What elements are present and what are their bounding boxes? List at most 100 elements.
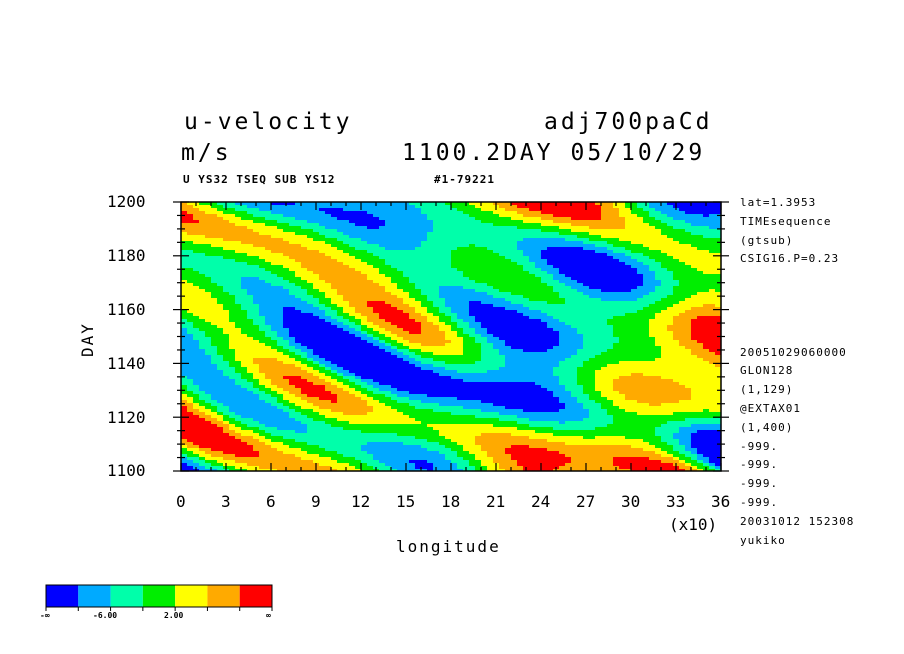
heatmap-cell <box>187 271 194 275</box>
heatmap-cell <box>505 364 512 368</box>
heatmap-cell <box>313 244 320 248</box>
heatmap-cell <box>187 229 194 233</box>
heatmap-cell <box>673 301 680 305</box>
heatmap-cell <box>205 349 212 353</box>
heatmap-cell <box>247 241 254 245</box>
heatmap-cell <box>565 325 572 329</box>
heatmap-cell <box>673 211 680 215</box>
heatmap-cell <box>679 346 686 350</box>
heatmap-cell <box>571 337 578 341</box>
heatmap-cell <box>295 286 302 290</box>
heatmap-cell <box>673 322 680 326</box>
heatmap-cell <box>337 340 344 344</box>
heatmap-cell <box>571 208 578 212</box>
heatmap-cell <box>613 205 620 209</box>
heatmap-cell <box>523 364 530 368</box>
heatmap-cell <box>493 244 500 248</box>
heatmap-cell <box>379 358 386 362</box>
heatmap-cell <box>259 202 266 206</box>
heatmap-cell <box>487 295 494 299</box>
heatmap-cell <box>667 226 674 230</box>
heatmap-cell <box>373 274 380 278</box>
heatmap-cell <box>307 256 314 260</box>
heatmap-cell <box>379 340 386 344</box>
heatmap-field <box>181 202 721 471</box>
heatmap-cell <box>397 316 404 320</box>
heatmap-cell <box>637 310 644 314</box>
heatmap-cell <box>655 304 662 308</box>
heatmap-cell <box>517 295 524 299</box>
heatmap-cell <box>487 265 494 269</box>
heatmap-cell <box>253 235 260 239</box>
heatmap-cell <box>709 238 716 242</box>
heatmap-cell <box>463 274 470 278</box>
heatmap-cell <box>361 244 368 248</box>
heatmap-cell <box>571 277 578 281</box>
heatmap-cell <box>493 328 500 332</box>
heatmap-cell <box>625 304 632 308</box>
heatmap-cell <box>553 250 560 254</box>
heatmap-cell <box>199 322 206 326</box>
heatmap-cell <box>613 259 620 263</box>
heatmap-cell <box>415 274 422 278</box>
heatmap-cell <box>523 361 530 365</box>
heatmap-cell <box>415 208 422 212</box>
heatmap-cell <box>691 241 698 245</box>
heatmap-cell <box>715 328 721 332</box>
heatmap-cell <box>595 214 602 218</box>
heatmap-cell <box>511 280 518 284</box>
heatmap-cell <box>523 316 530 320</box>
heatmap-cell <box>385 319 392 323</box>
heatmap-cell <box>253 271 260 275</box>
heatmap-cell <box>601 343 608 347</box>
heatmap-cell <box>643 313 650 317</box>
heatmap-cell <box>229 364 236 368</box>
heatmap-cell <box>361 268 368 272</box>
heatmap-cell <box>271 229 278 233</box>
heatmap-cell <box>193 289 200 293</box>
heatmap-cell <box>697 259 704 263</box>
heatmap-cell <box>241 244 248 248</box>
heatmap-cell <box>703 349 710 353</box>
heatmap-cell <box>211 211 218 215</box>
heatmap-cell <box>217 226 224 230</box>
heatmap-cell <box>223 253 230 257</box>
heatmap-cell <box>205 307 212 311</box>
heatmap-cell <box>409 253 416 257</box>
heatmap-cell <box>193 268 200 272</box>
heatmap-cell <box>205 217 212 221</box>
heatmap-cell <box>511 259 518 263</box>
heatmap-cell <box>565 274 572 278</box>
heatmap-cell <box>625 328 632 332</box>
heatmap-cell <box>409 358 416 362</box>
heatmap-cell <box>529 220 536 224</box>
heatmap-cell <box>667 256 674 260</box>
heatmap-cell <box>373 268 380 272</box>
heatmap-cell <box>445 262 452 266</box>
heatmap-cell <box>205 337 212 341</box>
heatmap-cell <box>583 295 590 299</box>
heatmap-cell <box>655 292 662 296</box>
heatmap-cell <box>181 301 188 305</box>
heatmap-cell <box>331 319 338 323</box>
heatmap-cell <box>559 331 566 335</box>
heatmap-cell <box>259 226 266 230</box>
heatmap-cell <box>571 238 578 242</box>
heatmap-cell <box>277 307 284 311</box>
heatmap-cell <box>667 268 674 272</box>
heatmap-cell <box>655 331 662 335</box>
heatmap-cell <box>259 229 266 233</box>
heatmap-cell <box>241 271 248 275</box>
heatmap-cell <box>343 328 350 332</box>
heatmap-cell <box>541 340 548 344</box>
heatmap-cell <box>481 253 488 257</box>
heatmap-cell <box>379 364 386 368</box>
heatmap-cell <box>649 319 656 323</box>
heatmap-cell <box>613 229 620 233</box>
heatmap-cell <box>271 355 278 359</box>
heatmap-cell <box>295 214 302 218</box>
heatmap-cell <box>421 268 428 272</box>
heatmap-cell <box>391 247 398 251</box>
heatmap-cell <box>247 283 254 287</box>
heatmap-cell <box>529 211 536 215</box>
